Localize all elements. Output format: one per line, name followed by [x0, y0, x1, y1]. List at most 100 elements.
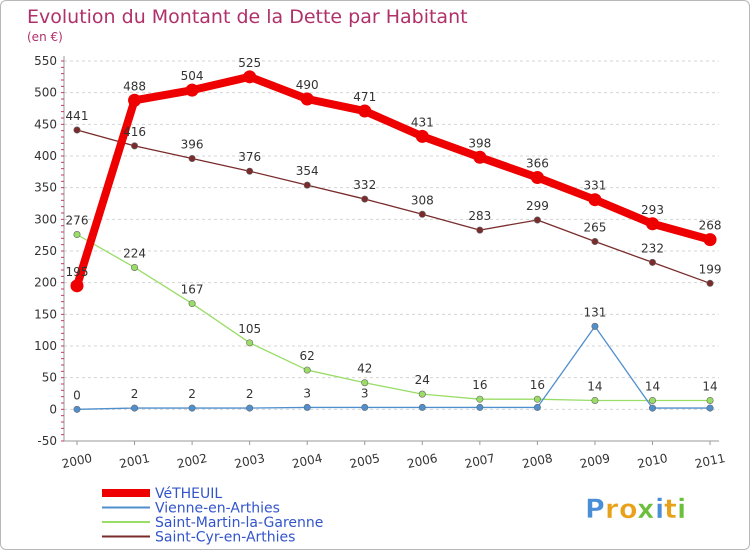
- data-point: [303, 366, 311, 374]
- data-label: 105: [238, 322, 261, 336]
- data-label: 42: [357, 362, 372, 376]
- data-label: 376: [238, 150, 261, 164]
- series-3: [73, 126, 714, 287]
- data-point: [530, 171, 544, 185]
- data-point: [185, 83, 199, 97]
- data-point: [303, 181, 311, 189]
- series-line: [76, 129, 711, 284]
- data-point: [131, 263, 139, 271]
- x-tick-label: 2008: [521, 451, 554, 471]
- x-tick-label: 2011: [694, 451, 727, 471]
- data-point: [188, 300, 196, 308]
- data-point: [128, 93, 142, 107]
- data-label: 0: [73, 388, 81, 402]
- data-point: [73, 405, 81, 413]
- data-label: 268: [699, 219, 722, 233]
- data-point: [361, 379, 369, 387]
- data-point: [418, 403, 426, 411]
- data-label: 14: [702, 379, 717, 393]
- data-point: [591, 238, 599, 246]
- data-point: [418, 390, 426, 398]
- x-tick-label: 2000: [61, 451, 94, 471]
- data-label: 16: [530, 378, 545, 392]
- data-label: 3: [361, 386, 369, 400]
- data-point: [591, 322, 599, 330]
- y-tick-label: -50: [37, 434, 57, 448]
- data-label: 62: [300, 349, 315, 363]
- data-label: 354: [296, 164, 319, 178]
- logo-letter: i: [655, 494, 664, 525]
- x-tick-label: 2001: [118, 451, 151, 471]
- data-label: 16: [472, 378, 487, 392]
- x-tick-label: 2004: [291, 451, 324, 471]
- data-point: [648, 404, 656, 412]
- data-point: [188, 404, 196, 412]
- chart-title: Evolution du Montant de la Dette par Hab…: [27, 6, 468, 28]
- data-label: 14: [645, 379, 660, 393]
- data-label: 199: [699, 262, 722, 276]
- legend-label-1: Vienne-en-Arthies: [155, 501, 280, 517]
- data-label: 398: [468, 136, 491, 150]
- data-point: [300, 92, 314, 106]
- data-point: [476, 395, 484, 403]
- data-label: 471: [353, 90, 376, 104]
- data-point: [533, 403, 541, 411]
- x-tick-label: 2002: [176, 451, 209, 471]
- y-tick-label: 250: [34, 244, 57, 258]
- series-line: [76, 233, 711, 402]
- data-labels: 4414163963763543323082832992652321992762…: [66, 56, 722, 403]
- data-label: 224: [123, 246, 146, 260]
- legend-label-3: Saint-Cyr-en-Arthies: [155, 530, 295, 546]
- data-label: 276: [66, 214, 89, 228]
- data-point: [246, 167, 254, 175]
- y-tick-labels: -50 0 50 100 150 200 250 300 350 400 450 500 550: [34, 54, 57, 448]
- data-label: 293: [641, 203, 664, 217]
- logo-letter: i: [677, 494, 686, 525]
- data-label: 331: [583, 179, 606, 193]
- y-tick-label: 500: [34, 86, 57, 100]
- data-point: [591, 396, 599, 404]
- x-tick-label: 2007: [463, 451, 496, 471]
- series-0: [70, 70, 717, 293]
- data-label: 2: [246, 387, 254, 401]
- data-label: 14: [587, 379, 602, 393]
- data-point: [646, 217, 659, 231]
- data-label: 2: [188, 387, 196, 401]
- data-point: [246, 339, 254, 347]
- chart-subtitle: (en €): [27, 30, 63, 44]
- data-point: [476, 403, 484, 411]
- logo-letter: o: [619, 494, 638, 525]
- data-label: 2: [131, 387, 139, 401]
- data-point: [358, 104, 372, 118]
- data-point: [73, 126, 81, 134]
- x-tick-labels: 2000 2001 2002 2003 2004 2005 2006 2007 2008 2009…: [61, 441, 727, 471]
- data-label: 332: [353, 178, 376, 192]
- data-point: [473, 150, 487, 164]
- data-label: 441: [66, 109, 89, 123]
- data-point: [361, 195, 369, 203]
- data-label: 265: [583, 221, 606, 235]
- data-label: 416: [123, 125, 146, 139]
- data-label: 167: [181, 283, 204, 297]
- data-label: 504: [181, 69, 204, 83]
- legend: VéTHEUILVienne-en-ArthiesSaint-Martin-la…: [102, 486, 323, 546]
- legend-label-0: VéTHEUIL: [155, 486, 222, 502]
- y-tick-label: 0: [49, 402, 57, 416]
- data-point: [533, 216, 541, 224]
- data-point: [243, 70, 257, 84]
- series-line: [73, 72, 715, 290]
- data-label: 366: [526, 157, 549, 171]
- data-point: [476, 226, 484, 234]
- data-point: [533, 395, 541, 403]
- y-tick-label: 300: [34, 212, 57, 226]
- data-point: [588, 193, 602, 207]
- logo-letter: x: [637, 494, 654, 525]
- y-tick-label: 100: [34, 339, 57, 353]
- series-1: [73, 322, 714, 413]
- data-point: [648, 396, 656, 404]
- data-label: 24: [415, 373, 430, 387]
- x-tick-label: 2005: [348, 451, 381, 471]
